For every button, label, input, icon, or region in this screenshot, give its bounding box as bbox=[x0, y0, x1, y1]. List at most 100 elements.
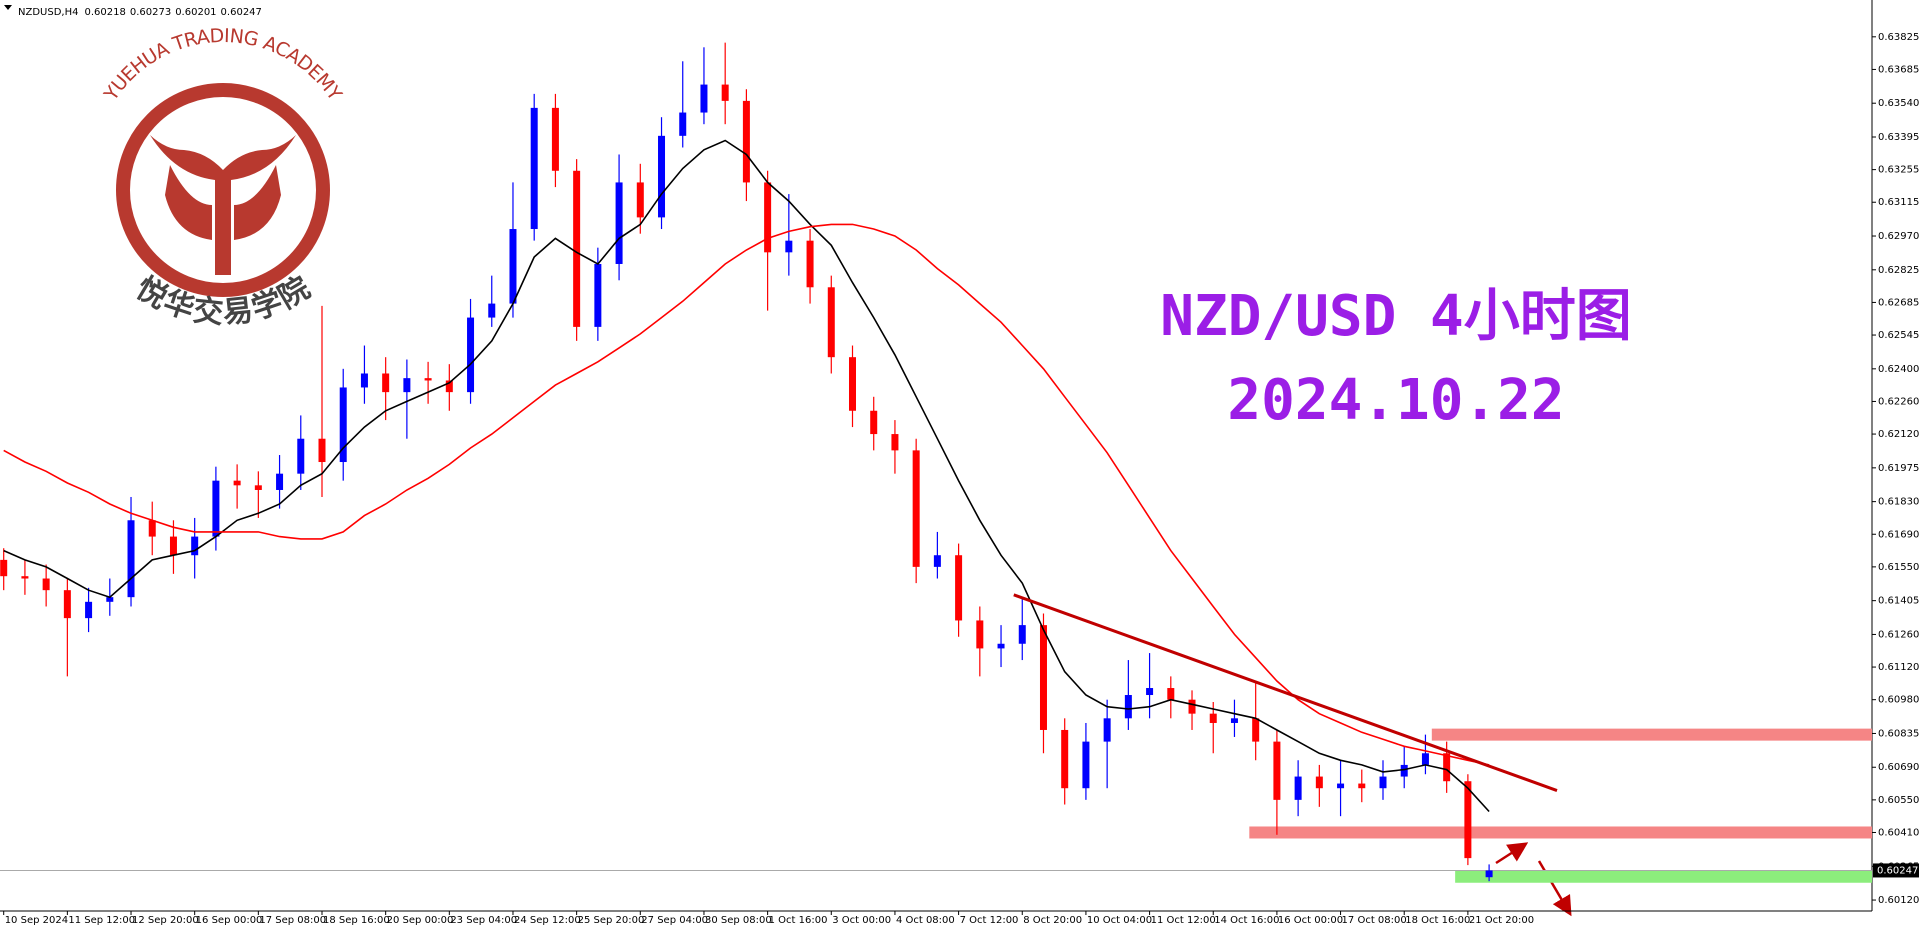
y-tick-label: 0.61550 bbox=[1878, 562, 1919, 573]
x-tick-label: 18 Sep 16:00 bbox=[323, 915, 390, 926]
candle-body bbox=[658, 135, 666, 218]
candle-body bbox=[1209, 713, 1217, 723]
candle-body bbox=[573, 170, 581, 327]
y-tick-label: 0.61260 bbox=[1878, 629, 1919, 640]
x-tick-label: 20 Sep 00:00 bbox=[387, 915, 454, 926]
y-tick-label: 0.63825 bbox=[1878, 32, 1919, 43]
candle-body bbox=[849, 357, 856, 411]
y-tick-label: 0.63395 bbox=[1878, 132, 1919, 143]
candle-body bbox=[636, 182, 644, 218]
candle-body bbox=[1252, 718, 1260, 742]
arrow-down bbox=[1537, 860, 1572, 917]
y-tick-label: 0.63255 bbox=[1878, 165, 1919, 176]
candle-body bbox=[1124, 695, 1132, 719]
candle-body bbox=[594, 263, 602, 327]
candle-body bbox=[551, 107, 559, 171]
candle-body bbox=[1103, 718, 1111, 742]
price-tag bbox=[1873, 863, 1919, 878]
candle-body bbox=[233, 480, 241, 486]
candle-body bbox=[976, 620, 984, 649]
zone bbox=[1249, 826, 1872, 839]
x-tick-label: 8 Oct 20:00 bbox=[1023, 915, 1082, 926]
symbol: NZDUSD,H4 bbox=[18, 7, 78, 18]
header: NZDUSD,H4 0.60218 0.60273 0.60201 0.60247 bbox=[18, 7, 262, 18]
y-tick-label: 0.60980 bbox=[1878, 695, 1919, 706]
arrow-up bbox=[1495, 842, 1529, 865]
x-tick-label: 23 Sep 04:00 bbox=[450, 915, 517, 926]
logo-emblem bbox=[150, 135, 296, 275]
chart-subtitle: 2024.10.22 bbox=[1227, 368, 1564, 433]
x-tick-label: 30 Sep 08:00 bbox=[705, 915, 772, 926]
candle-body bbox=[806, 240, 814, 288]
logo-text-zh: 悦华交易学院 bbox=[130, 270, 316, 330]
price-tag-label: 0.60247 bbox=[1877, 865, 1918, 876]
y-tick-label: 0.63685 bbox=[1878, 64, 1919, 75]
header-open: 0.60218 bbox=[84, 7, 125, 18]
candle-body bbox=[318, 438, 326, 463]
candle-body bbox=[1400, 764, 1408, 777]
candle-body bbox=[21, 576, 29, 579]
candle-body bbox=[933, 555, 941, 567]
y-tick-label: 0.62545 bbox=[1878, 330, 1919, 341]
candle-body bbox=[1082, 741, 1090, 789]
candle-body bbox=[1167, 688, 1175, 700]
y-tick-label: 0.62825 bbox=[1878, 265, 1919, 276]
candle-body bbox=[721, 84, 729, 101]
candle-body bbox=[679, 112, 687, 136]
x-tick-label: 27 Sep 04:00 bbox=[641, 915, 708, 926]
candle-body bbox=[785, 240, 793, 253]
candle-body bbox=[106, 597, 114, 602]
candle-body bbox=[1146, 688, 1154, 696]
y-tick-label: 0.61690 bbox=[1878, 529, 1919, 540]
y-tick-label: 0.61120 bbox=[1878, 662, 1919, 673]
candle-body bbox=[63, 590, 71, 619]
trendline bbox=[1013, 593, 1558, 792]
x-tick-label: 18 Oct 16:00 bbox=[1405, 915, 1470, 926]
candle-body bbox=[1485, 870, 1493, 878]
candle-body bbox=[1018, 625, 1026, 644]
candle-body bbox=[1358, 783, 1366, 789]
candle-body bbox=[1421, 753, 1429, 765]
y-tick-label: 0.63115 bbox=[1878, 197, 1919, 208]
header-close: 0.60247 bbox=[221, 7, 262, 18]
x-tick-label: 3 Oct 00:00 bbox=[832, 915, 891, 926]
candle-body bbox=[42, 578, 50, 591]
x-tick-label: 16 Oct 00:00 bbox=[1278, 915, 1343, 926]
candle-body bbox=[1039, 625, 1047, 730]
logo-emblem bbox=[165, 165, 281, 240]
candle-body bbox=[955, 555, 963, 621]
candle-body bbox=[530, 107, 538, 230]
candle-body bbox=[1294, 776, 1302, 800]
zone bbox=[1431, 728, 1872, 741]
y-tick-label: 0.61830 bbox=[1878, 497, 1919, 508]
candle-body bbox=[700, 84, 708, 113]
candle-body bbox=[827, 287, 835, 358]
x-tick-label: 4 Oct 08:00 bbox=[896, 915, 955, 926]
candle-body bbox=[0, 559, 8, 577]
x-tick-label: 17 Sep 08:00 bbox=[259, 915, 326, 926]
y-tick-label: 0.63540 bbox=[1878, 98, 1919, 109]
candle-body bbox=[445, 380, 453, 393]
x-tick-label: 21 Oct 20:00 bbox=[1469, 915, 1534, 926]
x-tick-label: 10 Sep 2024 bbox=[5, 915, 68, 926]
candle-body bbox=[85, 601, 93, 619]
candle-body bbox=[424, 378, 432, 381]
candle-body bbox=[1230, 718, 1238, 723]
y-tick-label: 0.62400 bbox=[1878, 364, 1919, 375]
candle-body bbox=[360, 373, 368, 388]
x-tick-label: 14 Oct 16:00 bbox=[1214, 915, 1279, 926]
candle-body bbox=[169, 536, 177, 556]
logo-ring bbox=[116, 83, 330, 297]
zone bbox=[1455, 870, 1872, 883]
header-high: 0.60273 bbox=[130, 7, 171, 18]
candle-body bbox=[488, 303, 496, 318]
plot bbox=[0, 42, 1872, 883]
candle-body bbox=[339, 387, 347, 463]
chart-title: NZD/USD 4小时图 bbox=[1160, 284, 1631, 349]
candle-body bbox=[912, 450, 920, 567]
candle-body bbox=[254, 485, 262, 490]
x-tick-label: 1 Oct 16:00 bbox=[769, 915, 828, 926]
candle-body bbox=[615, 182, 623, 264]
